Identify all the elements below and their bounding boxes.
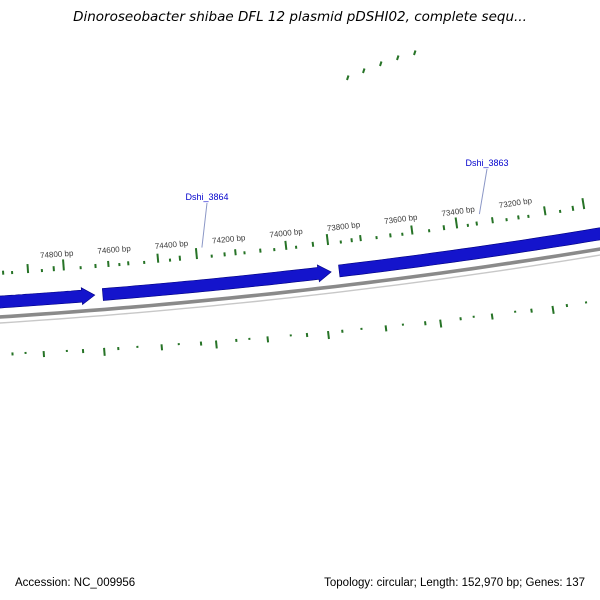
ruler-tick bbox=[26, 263, 30, 274]
ruler-tick bbox=[442, 225, 446, 231]
lower-tick bbox=[160, 344, 164, 351]
ruler-label: 74600 bp bbox=[97, 244, 132, 256]
lower-tick bbox=[490, 313, 494, 320]
ruler-label: 73400 bp bbox=[441, 205, 476, 219]
ruler-tick bbox=[543, 206, 547, 216]
gene-arrow[interactable] bbox=[338, 227, 600, 278]
ruler-tick bbox=[156, 253, 160, 263]
ruler-tick bbox=[571, 205, 575, 211]
lower-tick bbox=[266, 336, 270, 343]
lower-tick bbox=[327, 330, 330, 340]
status-bar: Accession: NC_009956 Topology: circular;… bbox=[0, 566, 600, 600]
lower-tick bbox=[103, 347, 106, 356]
ruler-label: 74800 bp bbox=[40, 249, 74, 260]
ruler-tick bbox=[491, 217, 494, 224]
ruler-tick bbox=[581, 198, 586, 210]
gene-label[interactable]: Dshi_3863 bbox=[465, 158, 508, 168]
outer-tick bbox=[362, 68, 366, 74]
ruler-tick bbox=[62, 259, 65, 271]
ruler-tick bbox=[475, 221, 478, 226]
ruler-label: 73600 bp bbox=[384, 213, 419, 226]
lower-tick bbox=[214, 340, 218, 349]
ruler-label: 74000 bp bbox=[269, 227, 304, 240]
backbone-inner-line bbox=[0, 254, 600, 324]
outer-tick bbox=[396, 55, 400, 61]
ruler-tick bbox=[359, 235, 362, 242]
plasmid-backbone bbox=[0, 247, 600, 319]
gene-label[interactable]: Dshi_3864 bbox=[185, 192, 228, 202]
ruler-label: 74400 bp bbox=[154, 239, 189, 251]
lower-tick bbox=[424, 321, 427, 326]
ruler-label: 73800 bp bbox=[326, 220, 361, 233]
ruler-tick bbox=[517, 215, 520, 220]
gene-arrow[interactable] bbox=[101, 264, 332, 301]
ruler-tick bbox=[454, 217, 459, 229]
outer-tick bbox=[346, 75, 350, 81]
lower-tick bbox=[384, 325, 388, 332]
outer-tick bbox=[379, 61, 383, 67]
ruler-tick bbox=[284, 240, 288, 250]
ruler-tick bbox=[410, 225, 414, 235]
ruler-label: 73200 bp bbox=[498, 196, 533, 210]
lower-tick bbox=[551, 305, 555, 314]
ruler-tick bbox=[194, 248, 198, 260]
lower-tick bbox=[530, 308, 533, 313]
ruler-tick bbox=[325, 234, 330, 246]
sequence-title: Dinoroseobacter shibae DFL 12 plasmid pD… bbox=[73, 9, 527, 25]
ruler-tick bbox=[311, 241, 315, 247]
outer-tick bbox=[413, 50, 417, 56]
topology-summary-text: Topology: circular; Length: 152,970 bp; … bbox=[324, 577, 585, 589]
lower-tick bbox=[439, 319, 443, 328]
ruler-label: 74200 bp bbox=[212, 233, 247, 245]
ruler-tick bbox=[389, 233, 392, 238]
gene-arrow[interactable] bbox=[0, 287, 96, 309]
accession-text: Accession: NC_009956 bbox=[15, 577, 136, 589]
gene-label-leader bbox=[478, 168, 488, 215]
gene-label-leader bbox=[201, 202, 208, 248]
ruler-tick bbox=[234, 249, 237, 256]
